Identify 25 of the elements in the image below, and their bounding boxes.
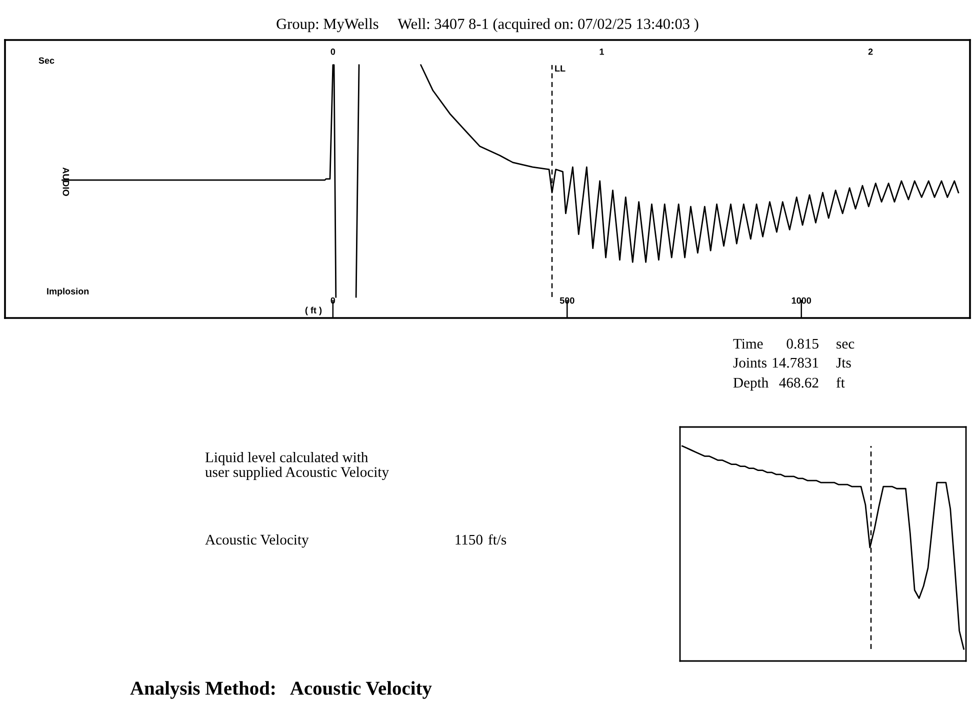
text: Time [733,338,763,349]
x-tick-label: 2 [868,48,873,55]
text: Analysis Method: Acoustic Velocity [130,681,432,699]
text: 1150 [456,534,482,545]
text: ft [836,377,845,388]
text: 0.815 [786,338,818,349]
annotation: Implosion [47,288,89,296]
text: Depth [733,377,768,391]
text: Jts [836,358,851,368]
y-axis-title: AUDIO [62,167,70,196]
text: ft/s [488,534,506,545]
text: 468.62 [779,378,818,388]
text: Acoustic Velocity [205,534,309,548]
x-tick-label: 1 [600,48,604,55]
x2-axis-title: ( ft ) [305,306,322,316]
x-axis-title: Sec [38,57,54,64]
chart-title: Group: MyWells Well: 3407 8-1 (acquired on: 07/02/25 13:40:03 ) [276,18,698,32]
text: Liquid level calculated with user supplied Acoustic Velocity [205,452,389,480]
text: 14.7831 [772,358,818,368]
text: Joints [733,358,767,368]
x2-tick-label: 500 [560,297,574,304]
ref-line-label: LL [555,65,566,72]
x2-tick-label: 1000 [792,297,812,304]
x-tick-label: 0 [330,48,336,55]
text: sec [836,342,854,349]
